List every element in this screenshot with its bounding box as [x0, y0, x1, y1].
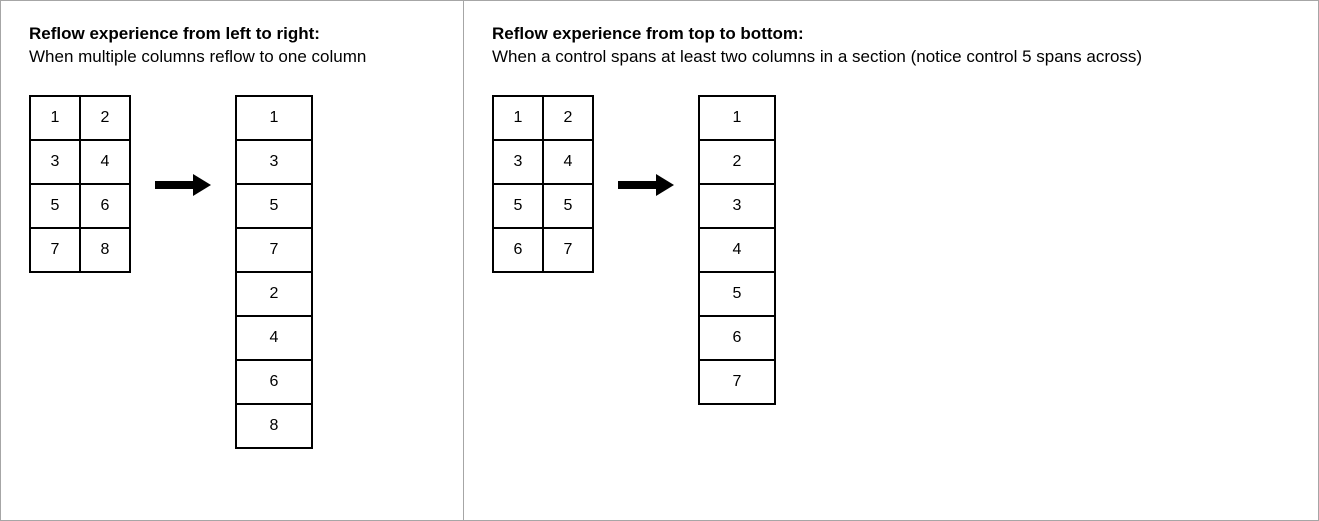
- grid-cell: 1: [236, 96, 312, 140]
- grid-cell: 5: [543, 184, 593, 228]
- grid-cell: 3: [236, 140, 312, 184]
- grid-cell: 5: [699, 272, 775, 316]
- left-diagram: 12345678 13572468: [29, 95, 435, 449]
- arrow-wrap: [155, 95, 211, 275]
- grid-cell: 6: [80, 184, 130, 228]
- grid-cell: 7: [543, 228, 593, 272]
- grid-cell: 1: [493, 96, 543, 140]
- right-target-list: 1234567: [698, 95, 776, 405]
- grid-cell: 5: [493, 184, 543, 228]
- grid-cell: 1: [699, 96, 775, 140]
- right-panel: Reflow experience from top to bottom: Wh…: [464, 1, 1319, 520]
- grid-cell: 3: [30, 140, 80, 184]
- grid-cell: 3: [699, 184, 775, 228]
- grid-cell: 7: [30, 228, 80, 272]
- left-source-grid: 12345678: [29, 95, 131, 273]
- grid-cell: 4: [699, 228, 775, 272]
- left-heading: Reflow experience from left to right:: [29, 23, 435, 46]
- left-target-list: 13572468: [235, 95, 313, 449]
- left-subtext: When multiple columns reflow to one colu…: [29, 46, 435, 69]
- right-diagram: 12345567 1234567: [492, 95, 1291, 405]
- grid-cell: 3: [493, 140, 543, 184]
- arrow-right-icon: [155, 174, 211, 196]
- grid-cell: 5: [30, 184, 80, 228]
- grid-cell: 4: [236, 316, 312, 360]
- grid-cell: 7: [236, 228, 312, 272]
- grid-cell: 6: [699, 316, 775, 360]
- left-panel: Reflow experience from left to right: Wh…: [1, 1, 464, 520]
- grid-cell: 5: [236, 184, 312, 228]
- grid-cell: 8: [80, 228, 130, 272]
- grid-cell: 7: [699, 360, 775, 404]
- right-heading: Reflow experience from top to bottom:: [492, 23, 1291, 46]
- grid-cell: 1: [30, 96, 80, 140]
- right-subtext: When a control spans at least two column…: [492, 46, 1291, 69]
- grid-cell: 6: [493, 228, 543, 272]
- arrow-wrap: [618, 95, 674, 275]
- right-source-grid: 12345567: [492, 95, 594, 273]
- grid-cell: 2: [543, 96, 593, 140]
- grid-cell: 2: [236, 272, 312, 316]
- grid-cell: 4: [80, 140, 130, 184]
- grid-cell: 4: [543, 140, 593, 184]
- grid-cell: 6: [236, 360, 312, 404]
- grid-cell: 2: [80, 96, 130, 140]
- grid-cell: 8: [236, 404, 312, 448]
- arrow-right-icon: [618, 174, 674, 196]
- grid-cell: 2: [699, 140, 775, 184]
- diagram-container: Reflow experience from left to right: Wh…: [0, 0, 1319, 521]
